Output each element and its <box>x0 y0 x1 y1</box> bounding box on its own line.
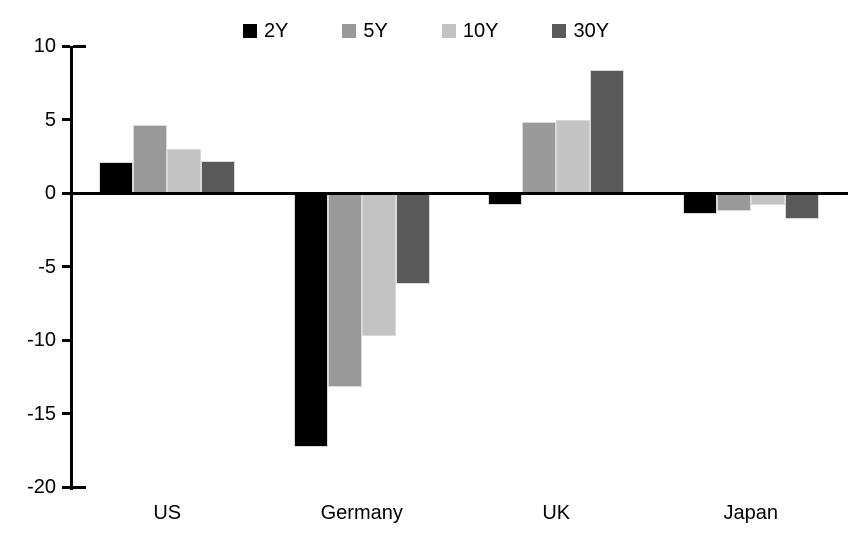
bar-germany-10y <box>361 193 396 336</box>
bar-japan-5y <box>716 193 751 211</box>
legend-swatch-2y-icon <box>242 24 257 38</box>
bar-us-30y <box>201 160 236 193</box>
legend-swatch-10y-icon <box>441 24 456 38</box>
x-axis-label-japan: Japan <box>723 502 779 524</box>
bar-uk-30y <box>590 69 625 193</box>
x-axis-label-uk: UK <box>542 502 571 524</box>
y-axis-tick <box>62 118 70 121</box>
bar-germany-2y <box>293 193 328 448</box>
legend-item-5y: 5Y <box>342 20 388 42</box>
legend-item-10y: 10Y <box>441 20 499 42</box>
bar-japan-10y <box>750 193 785 205</box>
bar-japan-2y <box>682 193 717 214</box>
bar-uk-10y <box>556 119 591 193</box>
y-axis-line <box>70 46 73 490</box>
x-axis-label-us: US <box>153 502 182 524</box>
legend-item-30y: 30Y <box>552 21 609 41</box>
chart-legend: 2Y 5Y 10Y 30Y <box>0 18 852 44</box>
legend-label-10y: 10Y <box>462 20 499 42</box>
bar-germany-5y <box>327 193 362 388</box>
bar-uk-2y <box>488 193 523 205</box>
zero-axis-line <box>70 191 848 195</box>
legend-label-5y: 5Y <box>363 20 388 42</box>
y-axis-tick-label: 5 <box>44 108 56 131</box>
y-axis-tick-label: 0 <box>44 182 56 204</box>
y-axis-tick-label: -15 <box>27 402 56 425</box>
y-axis-tick <box>62 265 70 268</box>
y-axis-tick <box>62 191 70 195</box>
y-axis-end-cap <box>73 485 86 489</box>
x-axis-label-germany: Germany <box>320 502 403 524</box>
bar-us-5y <box>133 125 168 193</box>
legend-item-2y: 2Y <box>242 20 289 42</box>
legend-label-2y: 2Y <box>263 20 289 42</box>
y-axis-tick-label: 10 <box>33 35 56 57</box>
y-axis-tick <box>62 412 70 415</box>
y-axis-end-cap <box>73 44 86 48</box>
bar-japan-30y <box>784 193 819 220</box>
bar-us-2y <box>99 162 134 193</box>
y-axis-tick-label: -10 <box>27 329 56 351</box>
legend-label-30y: 30Y <box>573 20 610 42</box>
bar-us-10y <box>167 148 202 193</box>
y-axis-tick <box>62 44 70 48</box>
y-axis-tick-label: -5 <box>38 255 56 278</box>
y-axis-tick-label: -20 <box>27 476 56 498</box>
legend-swatch-5y-icon <box>342 24 357 38</box>
bar-germany-30y <box>395 193 430 285</box>
legend-swatch-30y-icon <box>552 24 567 38</box>
bar-uk-5y <box>522 122 557 193</box>
y-axis-tick <box>62 338 70 342</box>
y-axis-tick <box>62 485 70 489</box>
